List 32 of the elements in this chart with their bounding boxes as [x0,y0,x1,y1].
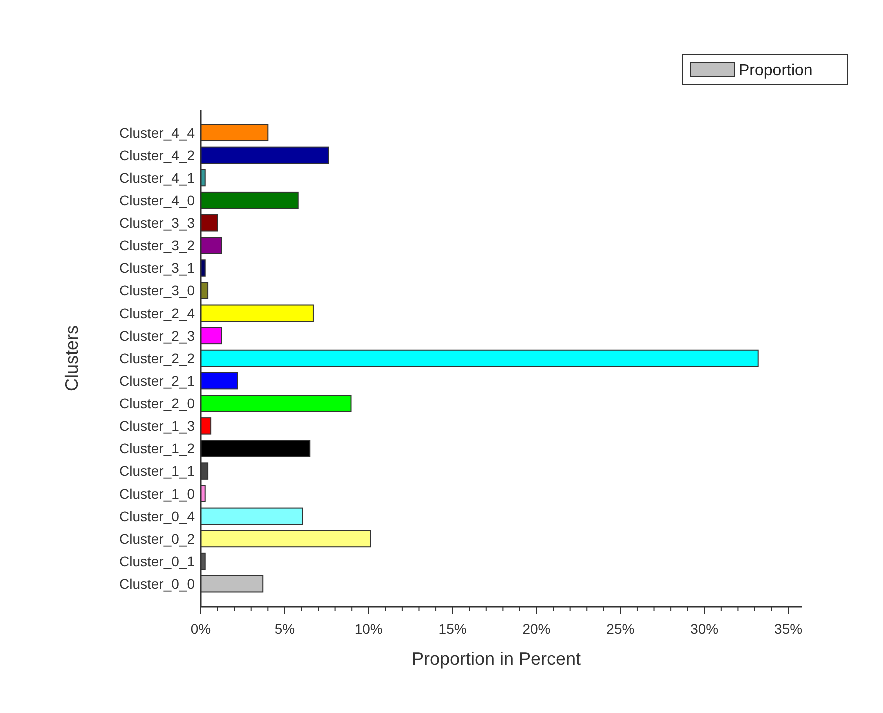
y-tick-label: Cluster_2_3 [120,328,196,344]
x-tick-label: 35% [774,621,803,637]
legend-label: Proportion [739,62,813,80]
y-tick-label: Cluster_3_3 [120,215,196,232]
y-tick-label: Cluster_2_0 [120,396,196,412]
y-tick-label: Cluster_1_3 [120,418,196,434]
y-tick-label: Cluster_3_2 [120,238,196,254]
y-tick-label: Cluster_2_1 [120,372,196,389]
y-tick-label: Cluster_4_0 [120,192,196,208]
x-tick-label: 10% [354,621,383,637]
y-tick-label: Cluster_4_1 [120,170,196,186]
y-tick-label: Cluster_4_4 [120,124,196,141]
y-tick-label: Cluster_0_4 [120,508,196,524]
y-tick-label: Cluster_2_2 [120,350,196,366]
x-axis-title: Proportion in Percent [412,649,582,669]
x-tick-label: 5% [274,621,296,637]
y-tick-label: Cluster_4_2 [120,147,196,164]
y-tick-label: Cluster_0_1 [120,553,196,570]
y-tick-label: Cluster_3_1 [120,260,196,276]
x-tick-label: 30% [690,621,719,637]
x-tick-label: 0% [190,621,212,637]
x-tick-label: 15% [438,621,467,637]
y-tick-label: Cluster_1_0 [120,486,196,502]
y-tick-label: Cluster_2_4 [120,305,196,322]
x-tick-label: 25% [606,621,635,637]
y-tick-label: Cluster_3_0 [120,282,196,299]
y-tick-label: Cluster_0_0 [120,576,196,592]
y-axis-title: Clusters [62,325,82,392]
y-tick-label: Cluster_1_1 [120,463,196,480]
y-tick-label: Cluster_1_2 [120,440,196,457]
x-tick-label: 20% [522,621,551,637]
y-tick-label: Cluster_0_2 [120,530,196,547]
